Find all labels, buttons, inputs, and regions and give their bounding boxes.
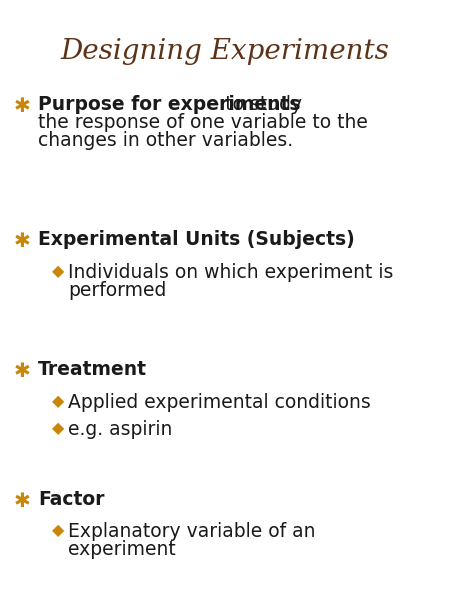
Text: e.g. aspirin: e.g. aspirin bbox=[68, 420, 172, 439]
Text: ✱: ✱ bbox=[14, 492, 31, 511]
Text: Treatment: Treatment bbox=[38, 360, 147, 379]
Text: Purpose for experiments: Purpose for experiments bbox=[38, 95, 301, 114]
Text: Applied experimental conditions: Applied experimental conditions bbox=[68, 393, 371, 412]
Text: – to study: – to study bbox=[203, 95, 302, 114]
Text: ◆: ◆ bbox=[52, 421, 64, 436]
Text: ✱: ✱ bbox=[14, 97, 31, 116]
Text: performed: performed bbox=[68, 281, 166, 300]
Text: ✱: ✱ bbox=[14, 232, 31, 251]
Text: experiment: experiment bbox=[68, 540, 176, 559]
Text: Designing Experiments: Designing Experiments bbox=[61, 38, 389, 65]
Text: Individuals on which experiment is: Individuals on which experiment is bbox=[68, 263, 393, 282]
Text: ◆: ◆ bbox=[52, 264, 64, 279]
Text: ◆: ◆ bbox=[52, 523, 64, 538]
Text: changes in other variables.: changes in other variables. bbox=[38, 131, 293, 150]
Text: Experimental Units (Subjects): Experimental Units (Subjects) bbox=[38, 230, 355, 249]
Text: Factor: Factor bbox=[38, 490, 104, 509]
Text: ◆: ◆ bbox=[52, 394, 64, 409]
Text: the response of one variable to the: the response of one variable to the bbox=[38, 113, 368, 132]
Text: Explanatory variable of an: Explanatory variable of an bbox=[68, 522, 315, 541]
Text: ✱: ✱ bbox=[14, 362, 31, 381]
